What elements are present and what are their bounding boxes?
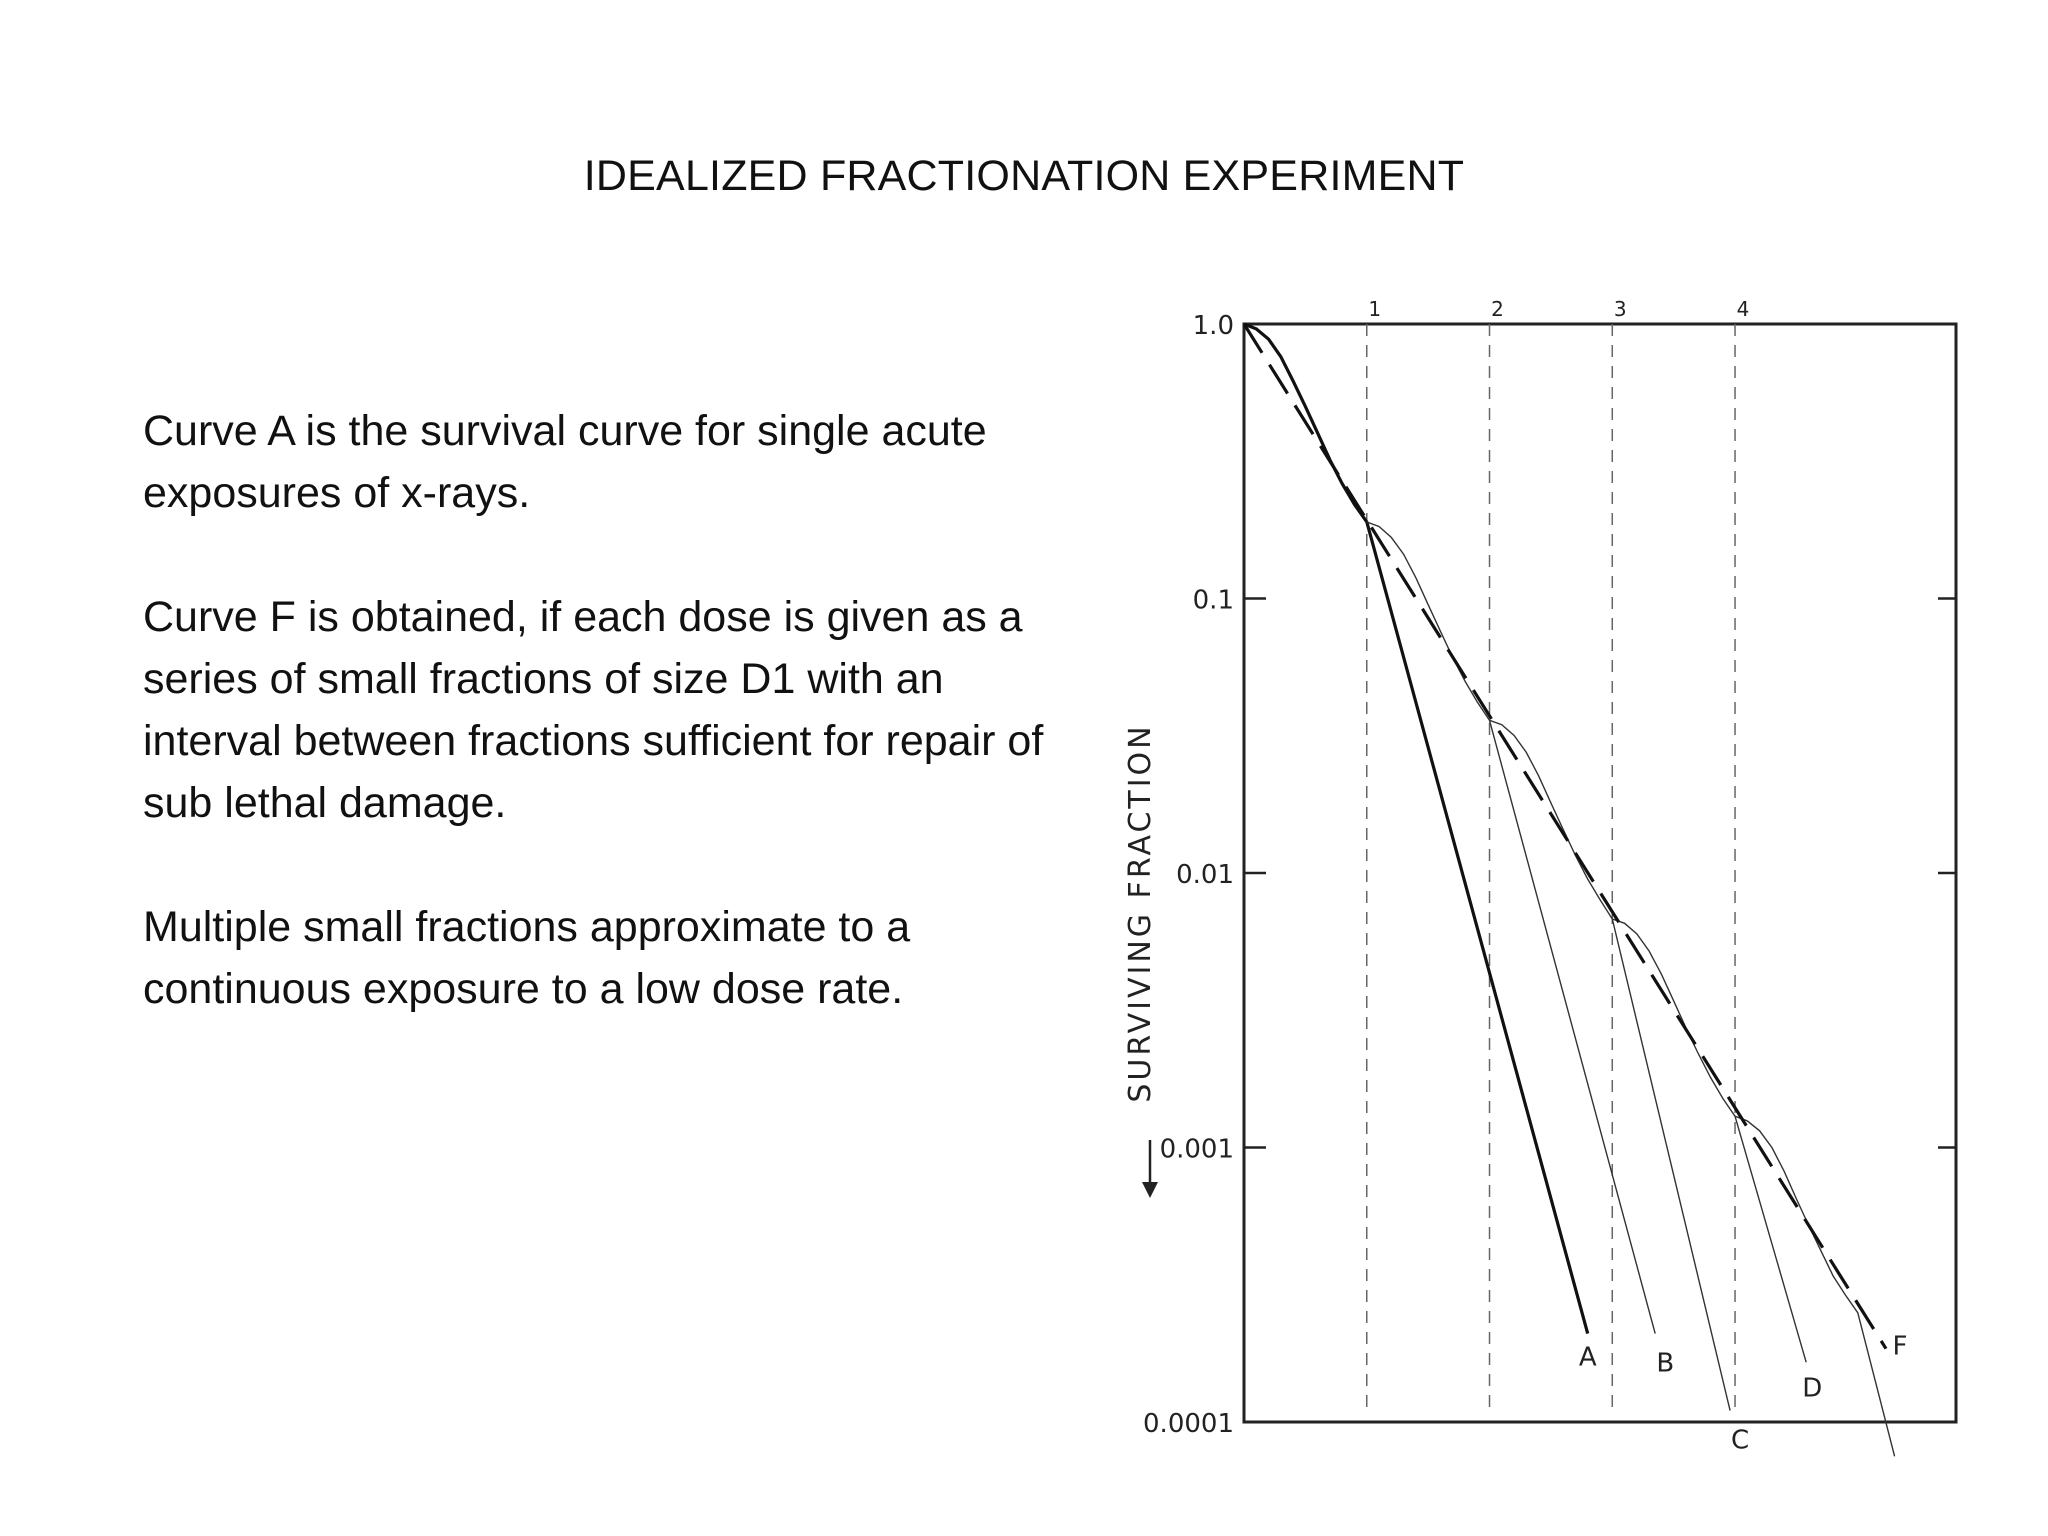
y-axis-label: SURVIVING FRACTION [1123, 723, 1158, 1102]
curve-label-c: C [1731, 1426, 1749, 1456]
paragraph-continuous: Multiple small fractions approximate to … [143, 903, 911, 1013]
y-tick-label: 0.0001 [1143, 1409, 1234, 1439]
curve-b [1366, 521, 1656, 1334]
curve-label-d: D [1802, 1373, 1822, 1403]
curve-label-a: A [1579, 1343, 1597, 1373]
curve-e [1734, 1115, 1896, 1457]
curve-c [1489, 719, 1731, 1411]
curve-label-b: B [1656, 1349, 1674, 1379]
curve-label-f: F [1893, 1332, 1908, 1362]
survival-curve-figure: 1.0 0.1 0.01 0.001 0.0001 SURVIVING FRACTION 1… [1120, 280, 1980, 1460]
y-tick-label: 0.01 [1176, 860, 1234, 890]
slide-title: IDEALIZED FRACTIONATION EXPERIMENT [583, 152, 1465, 200]
paragraph-curve-f: Curve F is obtained, if each dose is giv… [143, 593, 1044, 827]
y-tick-label: 0.1 [1193, 586, 1234, 616]
fraction-marker-label: 1 [1368, 297, 1381, 321]
y-tick-label: 1.0 [1193, 311, 1234, 341]
curve-a [1243, 322, 1590, 1335]
plot-frame [1242, 322, 1958, 1424]
body-text: Curve A is the survival curve for single… [143, 400, 1073, 1082]
fraction-marker-label: 4 [1737, 297, 1750, 321]
curve-d [1612, 918, 1807, 1363]
paragraph-curve-a: Curve A is the survival curve for single… [143, 407, 987, 517]
fraction-marker-label: 3 [1614, 297, 1627, 321]
survival-chart: 1.0 0.1 0.01 0.001 0.0001 SURVIVING FRACTION 1… [1123, 297, 1958, 1457]
y-tick-label: 0.001 [1160, 1135, 1234, 1165]
curve-f [1242, 323, 1888, 1350]
fraction-marker-label: 2 [1491, 297, 1504, 321]
y-axis-arrowhead [1142, 1182, 1158, 1198]
